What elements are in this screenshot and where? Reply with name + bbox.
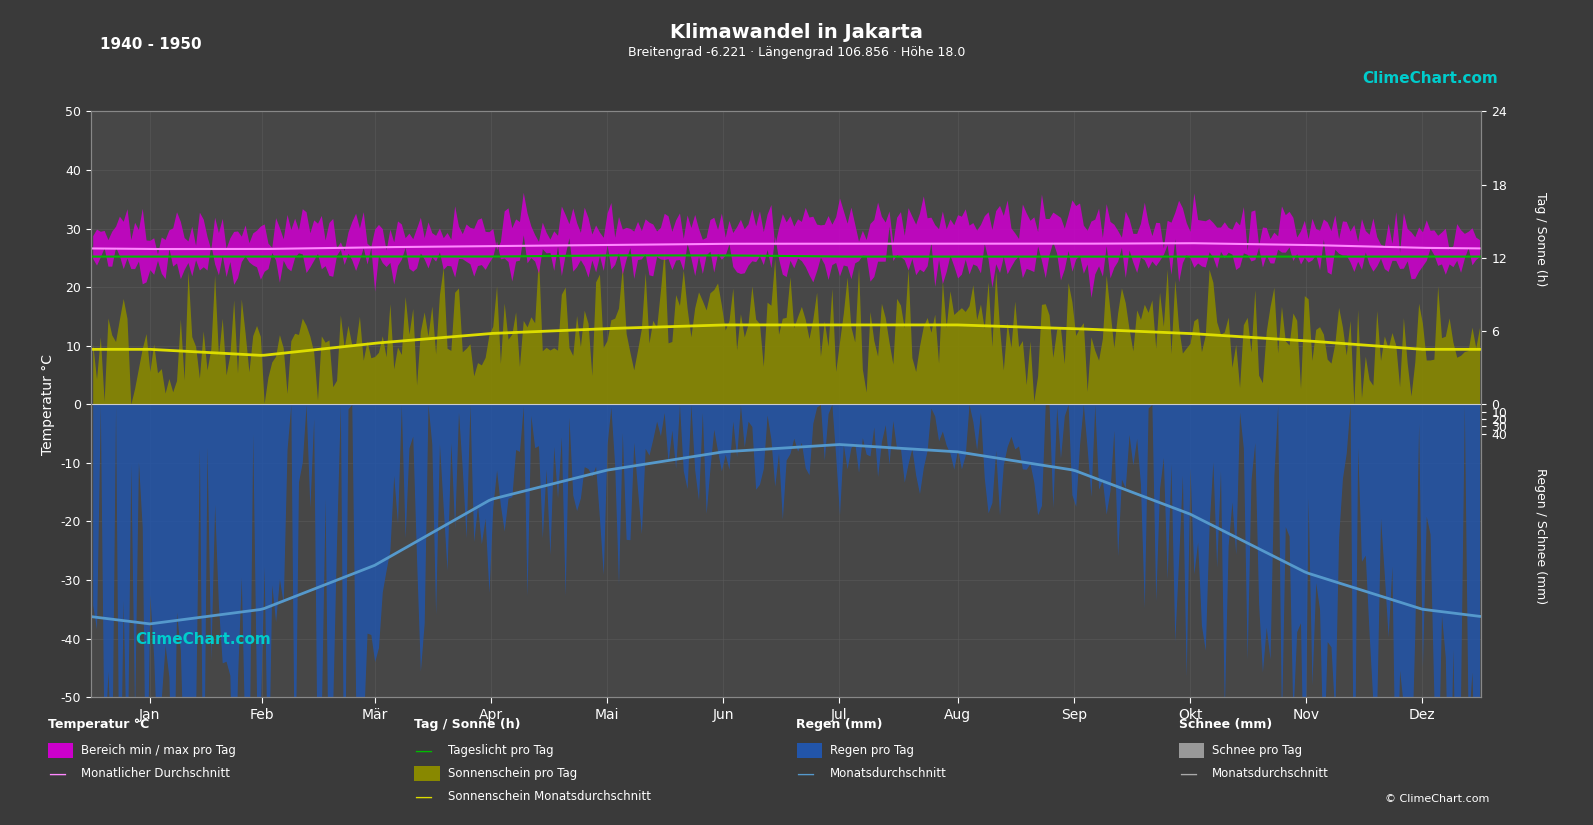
Text: —: — bbox=[48, 765, 65, 783]
Text: Sonnenschein Monatsdurchschnitt: Sonnenschein Monatsdurchschnitt bbox=[448, 790, 650, 804]
Text: Monatlicher Durchschnitt: Monatlicher Durchschnitt bbox=[81, 767, 231, 780]
Text: ClimeChart.com: ClimeChart.com bbox=[135, 632, 271, 647]
Text: Bereich min / max pro Tag: Bereich min / max pro Tag bbox=[81, 744, 236, 757]
Text: © ClimeChart.com: © ClimeChart.com bbox=[1384, 794, 1489, 804]
Text: —: — bbox=[796, 765, 814, 783]
Text: Regen (mm): Regen (mm) bbox=[796, 718, 883, 731]
Text: 1940 - 1950: 1940 - 1950 bbox=[100, 37, 202, 52]
Text: Temperatur °C: Temperatur °C bbox=[48, 718, 150, 731]
Text: Tag / Sonne (h): Tag / Sonne (h) bbox=[414, 718, 521, 731]
Y-axis label: Temperatur °C: Temperatur °C bbox=[41, 354, 56, 455]
Text: Schnee pro Tag: Schnee pro Tag bbox=[1212, 744, 1303, 757]
Text: Monatsdurchschnitt: Monatsdurchschnitt bbox=[830, 767, 946, 780]
Text: Monatsdurchschnitt: Monatsdurchschnitt bbox=[1212, 767, 1329, 780]
Text: Sonnenschein pro Tag: Sonnenschein pro Tag bbox=[448, 767, 577, 780]
Text: Schnee (mm): Schnee (mm) bbox=[1179, 718, 1273, 731]
Text: —: — bbox=[414, 788, 432, 806]
Text: Regen pro Tag: Regen pro Tag bbox=[830, 744, 914, 757]
Text: ClimeChart.com: ClimeChart.com bbox=[1362, 71, 1497, 86]
Text: —: — bbox=[414, 742, 432, 760]
Text: Tag / Sonne (h): Tag / Sonne (h) bbox=[1534, 192, 1547, 286]
Text: Breitengrad -6.221 · Längengrad 106.856 · Höhe 18.0: Breitengrad -6.221 · Längengrad 106.856 … bbox=[628, 46, 965, 59]
Text: Tageslicht pro Tag: Tageslicht pro Tag bbox=[448, 744, 553, 757]
Text: Klimawandel in Jakarta: Klimawandel in Jakarta bbox=[671, 23, 922, 42]
Text: —: — bbox=[1179, 765, 1196, 783]
Text: Regen / Schnee (mm): Regen / Schnee (mm) bbox=[1534, 469, 1547, 604]
